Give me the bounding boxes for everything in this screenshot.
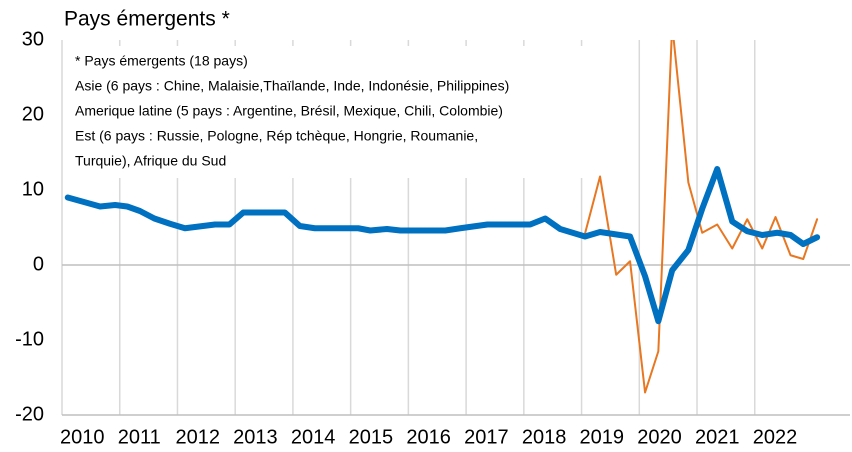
annotation: Asie (6 pays : Chine, Malaisie,Thaïlande… <box>75 78 509 94</box>
y-tick-label: 10 <box>22 178 44 200</box>
annotation: Est (6 pays : Russie, Pologne, Rép tchèq… <box>75 128 478 144</box>
x-tick-label: 2021 <box>695 426 740 448</box>
y-tick-label: -20 <box>15 403 44 425</box>
x-tick-label: 2018 <box>522 426 567 448</box>
plot-area <box>64 40 821 394</box>
annotation-box <box>64 46 584 178</box>
x-tick-label: 2022 <box>753 426 798 448</box>
y-tick-label: -10 <box>15 328 44 350</box>
annotation: * Pays émergents (18 pays) <box>75 53 248 69</box>
chart-title: Pays émergents * <box>64 8 230 31</box>
x-tick-label: 2011 <box>118 426 161 448</box>
x-tick-label: 2014 <box>291 426 336 448</box>
x-tick-label: 2010 <box>60 426 105 448</box>
x-tick-label: 2019 <box>580 426 625 448</box>
line <box>584 40 819 394</box>
x-tick-label: 2020 <box>637 426 682 448</box>
x-tick-label: 2013 <box>233 426 278 448</box>
x-tick-label: 2012 <box>175 426 220 448</box>
x-tick-label: 2015 <box>349 426 394 448</box>
y-tick-label: 20 <box>22 103 44 125</box>
x-tick-label: 2016 <box>406 426 451 448</box>
y-tick-label: 0 <box>33 253 44 275</box>
annotation: Amerique latine (5 pays : Argentine, Bré… <box>75 103 503 119</box>
x-tick-label: 2017 <box>464 426 509 448</box>
annotation: Turquie), Afrique du Sud <box>75 153 226 169</box>
y-tick-label: 30 <box>22 28 44 50</box>
line <box>64 166 821 325</box>
